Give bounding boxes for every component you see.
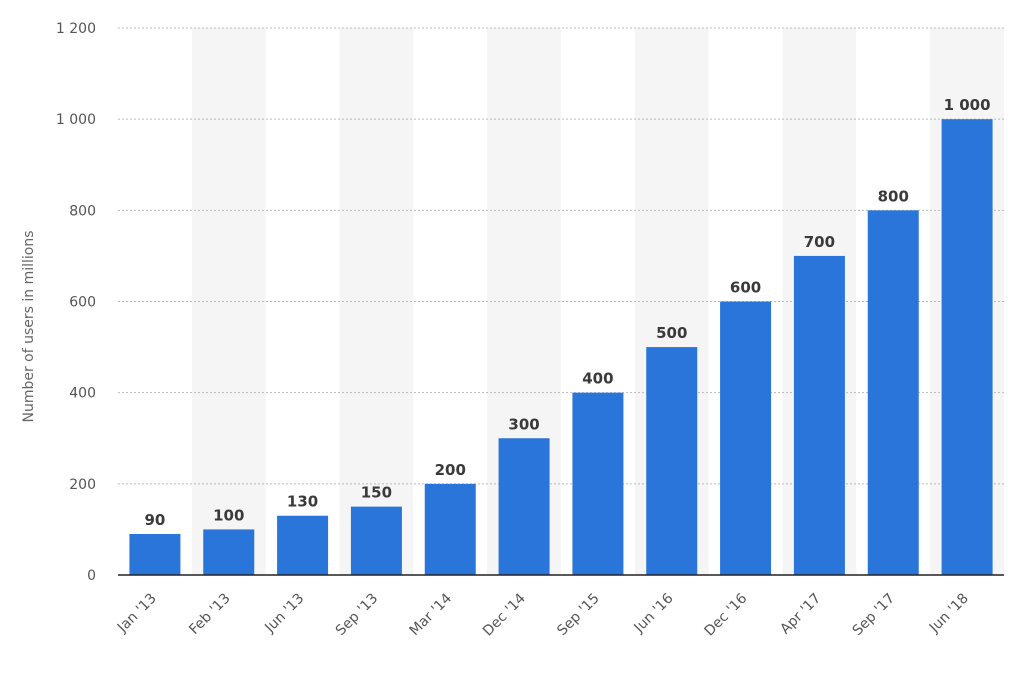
bar-value-label: 800	[878, 187, 909, 205]
bar	[867, 210, 919, 576]
y-tick-label: 600	[69, 295, 96, 311]
x-tick-label: Mar '14	[407, 590, 456, 639]
bar	[203, 529, 255, 575]
x-tick-label: Jun '16	[631, 590, 677, 636]
x-axis-ticks: Jan '13 Feb '13 Jun '13 Sep '13 Mar '14 Dec '…	[114, 590, 972, 639]
bar-value-label: 700	[804, 233, 835, 251]
bar-value-label: 500	[656, 324, 687, 342]
y-tick-label: 1 000	[56, 112, 96, 128]
x-tick-label: Dec '16	[701, 590, 750, 639]
y-tick-label: 1 200	[56, 21, 96, 37]
x-tick-label: Jan '13	[114, 591, 160, 637]
y-tick-label: 0	[87, 568, 96, 584]
x-tick-label: Feb '13	[186, 591, 233, 638]
bar	[793, 255, 845, 575]
bar-value-label: 100	[213, 506, 244, 524]
x-tick-label: Sep '15	[554, 591, 602, 639]
x-tick-label: Dec '14	[480, 590, 529, 639]
x-tick-label: Sep '17	[850, 591, 898, 639]
data-labels: 90 100 130 150 200 300 400 500 600 700 800 1 000	[144, 96, 990, 529]
x-tick-label: Sep '13	[333, 591, 381, 639]
bar-value-label: 90	[144, 511, 165, 529]
x-tick-label: Jun '18	[926, 591, 972, 637]
bar	[941, 119, 993, 576]
bar-value-label: 300	[508, 415, 539, 433]
x-tick-label: Apr '17	[777, 591, 824, 638]
bar-value-label: 600	[730, 279, 761, 297]
bars	[129, 119, 993, 576]
y-tick-label: 800	[69, 203, 96, 219]
x-tick-label: Jun '13	[261, 591, 307, 637]
y-axis-label: Number of users in millions	[21, 230, 37, 422]
bar-value-label: 400	[582, 370, 613, 388]
bar	[277, 515, 329, 575]
y-axis-ticks: 0 200 400 600 800 1 000 1 200	[56, 21, 96, 584]
bar	[498, 438, 550, 575]
bar-value-label: 130	[287, 493, 318, 511]
bar	[720, 301, 772, 575]
y-tick-label: 400	[69, 386, 96, 402]
y-tick-label: 200	[69, 477, 96, 493]
bar-value-label: 150	[361, 484, 392, 502]
bar	[424, 483, 476, 575]
bar	[572, 392, 624, 575]
bar	[129, 533, 181, 575]
bar	[350, 506, 402, 575]
bar-value-label: 200	[435, 461, 466, 479]
bar	[646, 347, 698, 575]
bar-value-label: 1 000	[944, 96, 991, 114]
column-band	[191, 28, 266, 575]
